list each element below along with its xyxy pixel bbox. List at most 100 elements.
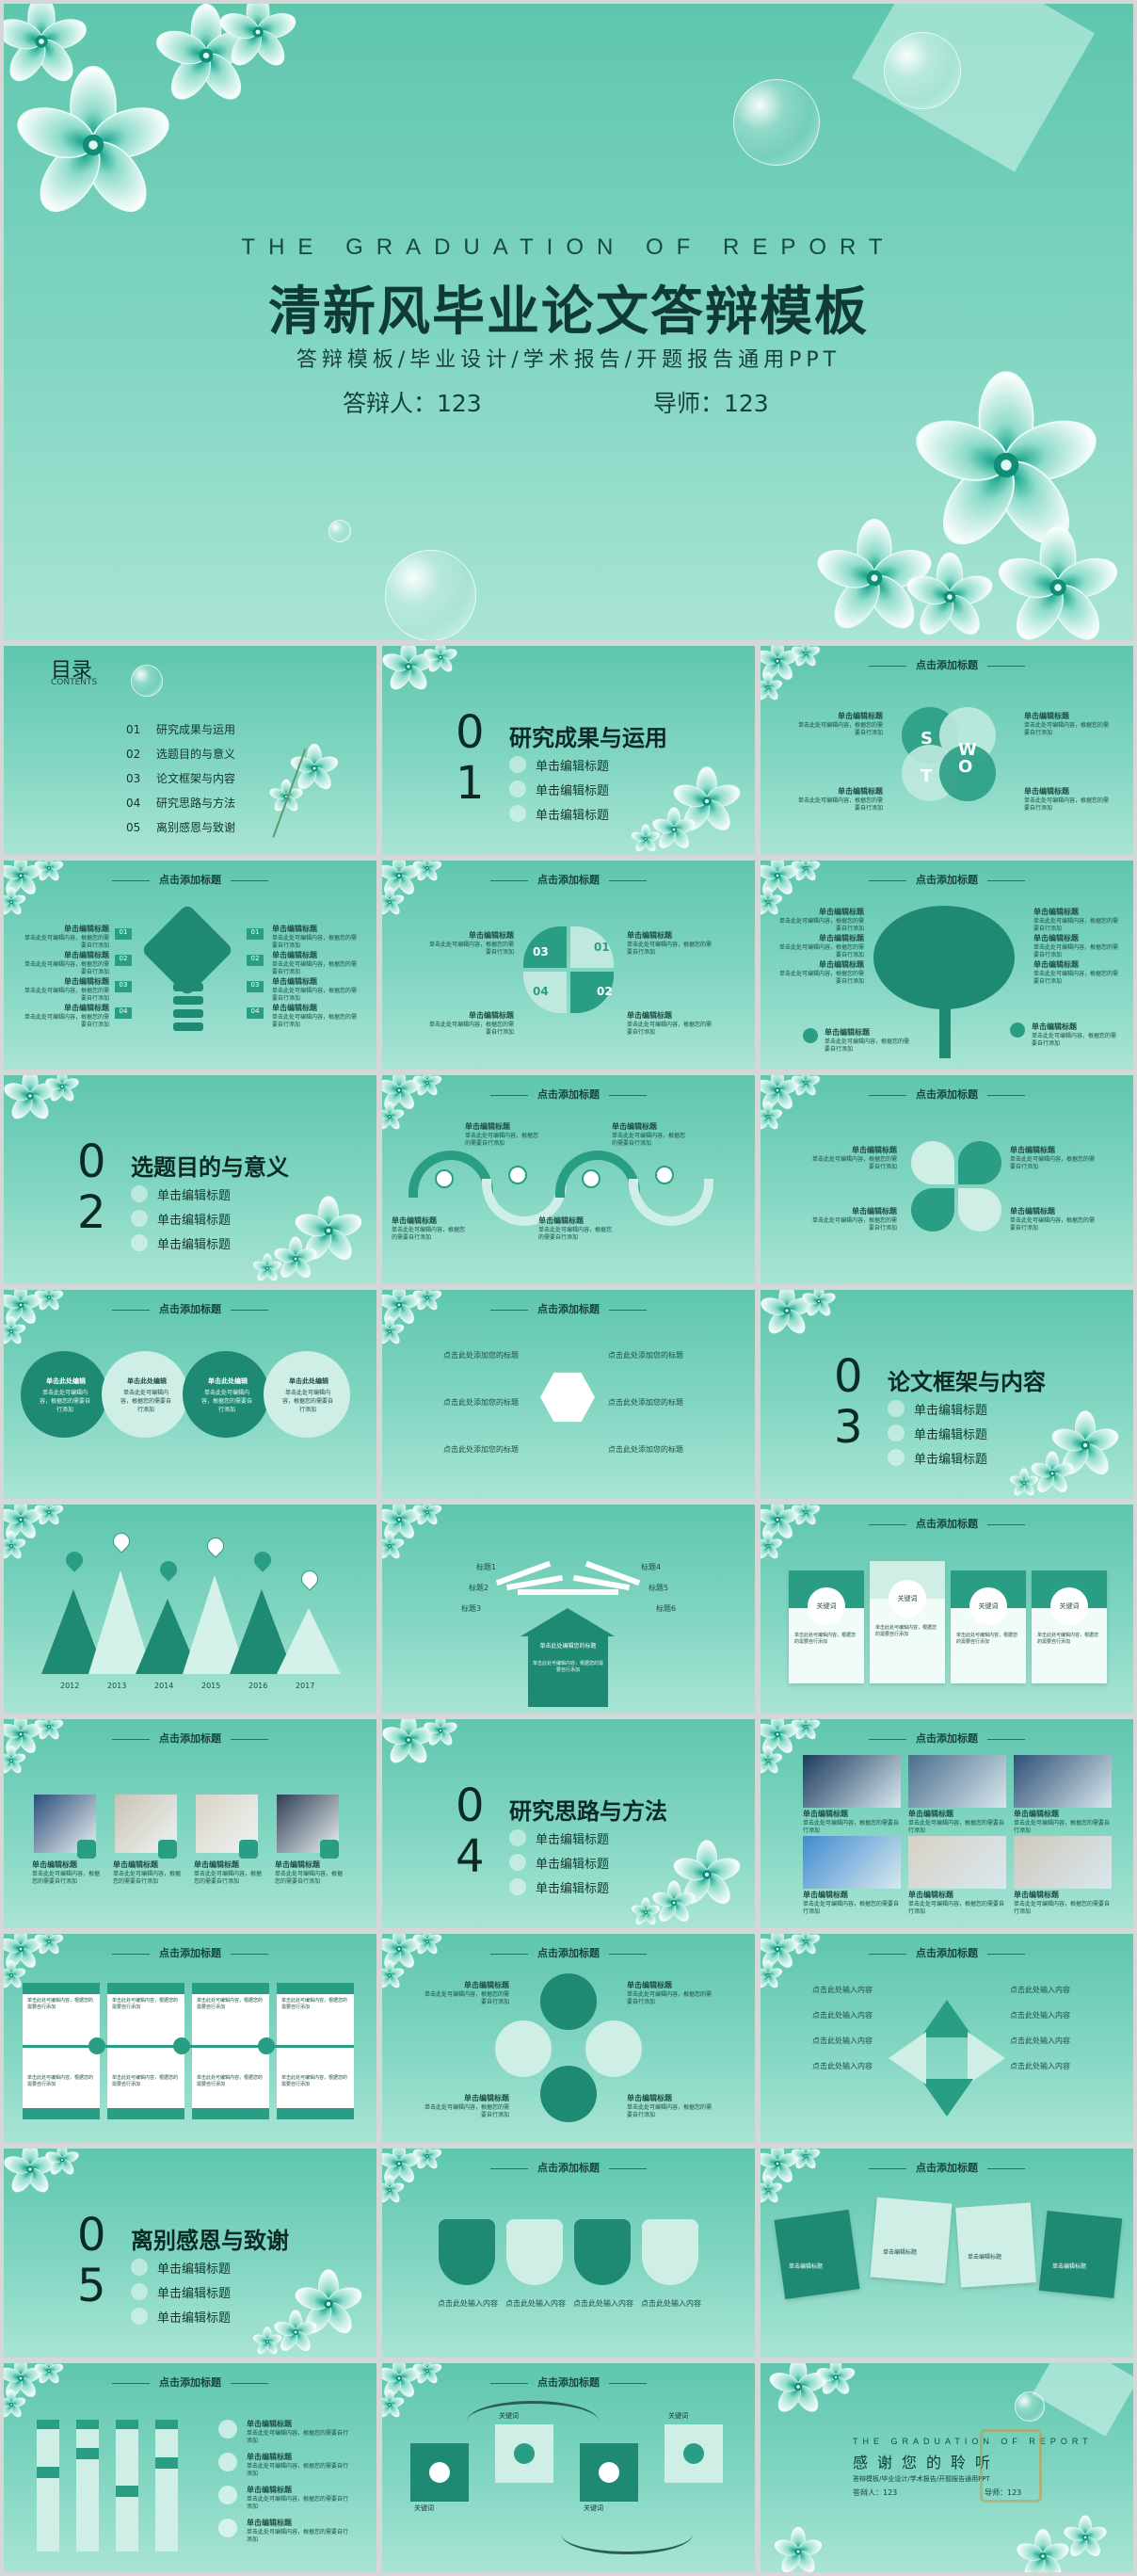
item-title: 单击编辑标题 bbox=[1033, 960, 1079, 969]
section-item: 单击编辑标题 bbox=[130, 2259, 231, 2277]
wave-arrow-segment bbox=[555, 1151, 640, 1198]
section-title: 选题目的与意义 bbox=[131, 1154, 289, 1181]
slide-thumbnail-sec4[interactable]: 0 5 离别感恩与致谢 单击编辑标题 单击编辑标题 单击编辑标题 bbox=[4, 2149, 376, 2358]
item-body-text: 单击此处可编辑内容，根据您的需要自行添加 bbox=[1024, 797, 1110, 812]
slide-thumbnail-tree[interactable]: 点击添加标题 单击编辑标题 单击此处可编辑内容，根据您的需要自行添加 单击编辑标题 单击… bbox=[761, 861, 1133, 1070]
item-body-text: 单击此处可编辑内容，根据您的需要自行添加 bbox=[275, 1871, 344, 1885]
toc-item[interactable]: 04 研究思路与方法 bbox=[126, 795, 235, 811]
bulb-base-icon bbox=[173, 996, 203, 1005]
slide-thumbnail-bulb[interactable]: 点击添加标题 01 01 单击编辑标题 单击此处可编辑内容，根据您的需要自行添加 单击编辑… bbox=[4, 861, 376, 1070]
item-body-text: 单击此处可编辑内容，根据您的需要自行添加 bbox=[627, 2104, 713, 2118]
note-title: 单击编辑标题 bbox=[968, 2254, 1002, 2261]
process-keyword: 关键词 bbox=[584, 2504, 603, 2512]
item-title: 单击编辑标题 bbox=[464, 2094, 509, 2102]
item-body-text: 单击此处可编辑内容，根据您的需要自行添加 bbox=[803, 1901, 900, 1915]
item-body-text: 单击此处可编辑内容，根据您的需要自行添加 bbox=[538, 1227, 613, 1241]
slide-thumbnail-pinwheel[interactable]: 点击添加标题 点击此处输入内容 点击此处输入内容 点击此处输入内容 点击此处输入内容 点击… bbox=[761, 1934, 1133, 2143]
item-title: 单击编辑标题 bbox=[194, 1860, 239, 1869]
slide-thumbnail-sec2[interactable]: 0 3 论文框架与内容 单击编辑标题 单击编辑标题 单击编辑标题 bbox=[761, 1290, 1133, 1499]
title-slide[interactable]: THE GRADUATION OF REPORT 清新风毕业论文答辩模板 答辩模… bbox=[4, 4, 1133, 640]
shield-label: 点击此处输入内容 bbox=[505, 2299, 566, 2308]
slide-thumbnail-table[interactable]: 点击添加标题 单击此处可编辑内容，根据您的需要自行添加 单击此处可编辑内容，根据您的… bbox=[4, 1934, 376, 2143]
keyword-label: 关键词 bbox=[1059, 1602, 1080, 1610]
bar-track bbox=[37, 2420, 59, 2552]
circle-title: 单击此处编辑 bbox=[46, 1377, 86, 1385]
flower-decoration-icon bbox=[4, 4, 299, 223]
slide-header-title: 点击添加标题 bbox=[761, 2160, 1133, 2175]
section-number: 0 bbox=[834, 1350, 863, 1403]
branch-label: 标题4 bbox=[641, 1563, 662, 1571]
keyword-body: 单击此处可编辑内容，根据您的需要自行添加 bbox=[1037, 1633, 1099, 1645]
slide-thumbnail-toc[interactable]: 目录 CONTENTS 01 研究成果与运用 02 选题目的与意义 03 论文框架与内容 04 研… bbox=[4, 646, 376, 855]
toc-item-label: 论文框架与内容 bbox=[156, 772, 236, 785]
pinwheel-label: 点击此处输入内容 bbox=[812, 1986, 873, 1994]
slide-header-title: 点击添加标题 bbox=[761, 872, 1133, 887]
toc-item[interactable]: 03 论文框架与内容 bbox=[126, 770, 235, 786]
slide-thumbnail-shields[interactable]: 点击添加标题 点击此处输入内容 点击此处输入内容 点击此处输入内容 点击此处输入内容 bbox=[382, 2149, 755, 2358]
section-item: 单击编辑标题 bbox=[508, 805, 609, 823]
content-circle bbox=[264, 1351, 350, 1438]
slide-thumbnail-process[interactable]: 点击添加标题 关键词 关键词 关键词 关键词 bbox=[382, 2363, 755, 2572]
slide-thumbnail-bars[interactable]: 点击添加标题 单击编辑标题 单击此处可编辑内容，根据您的需要自行添加 单击编辑标题 单击… bbox=[4, 2363, 376, 2572]
table-cell-text: 单击此处可编辑内容，根据您的需要自行添加 bbox=[281, 2075, 348, 2087]
item-title: 单击编辑标题 bbox=[465, 1122, 510, 1131]
toc-item-label: 选题目的与意义 bbox=[156, 748, 236, 761]
slide-thumbnail-mountains[interactable]: 2012 2013 2014 2015 2016 2017 bbox=[4, 1505, 376, 1714]
sticky-note bbox=[955, 2202, 1036, 2288]
slide-thumbnail-sec3[interactable]: 0 4 研究思路与方法 单击编辑标题 单击编辑标题 单击编辑标题 bbox=[382, 1719, 755, 1928]
hexagon-label: 点击此处添加您的标题 bbox=[443, 1398, 519, 1407]
item-title: 单击编辑标题 bbox=[538, 1216, 584, 1225]
slide-thumbnail-thanks[interactable]: THE GRADUATION OF REPORT 感谢您的聆听 答辩模板/毕业设计/… bbox=[761, 2363, 1133, 2572]
slide-thumbnail-circles4[interactable]: 点击添加标题 单击此处编辑 单击此处可编辑内容，根据您的需要自行添加 单击此处编辑 单击… bbox=[4, 1290, 376, 1499]
slide-thumbnail-swot[interactable]: 点击添加标题 S W T O 单击编辑标题 单击此处可编辑内容，根据您的需要自行添加 单击编辑… bbox=[761, 646, 1133, 855]
slide-thumbnail-arrows[interactable]: 点击添加标题 单击编辑标题 单击此处可编辑内容，根据您的需要自行添加 单击编辑标题 单击… bbox=[382, 1075, 755, 1284]
location-pin-icon bbox=[297, 1567, 322, 1591]
bulb-base-icon bbox=[173, 1022, 203, 1031]
slide-thumbnail-hexagon[interactable]: 点击添加标题 点击此处添加您的标题 点击此处添加您的标题 点击此处添加您的标题 点击此处… bbox=[382, 1290, 755, 1499]
hexagon-label: 点击此处添加您的标题 bbox=[608, 1445, 683, 1454]
bubble-icon bbox=[733, 79, 820, 166]
slide-thumbnail-sec0[interactable]: 0 1 研究成果与运用 单击编辑标题 单击编辑标题 单击编辑标题 bbox=[382, 646, 755, 855]
contact-icon bbox=[218, 2486, 237, 2504]
item-title: 单击编辑标题 bbox=[627, 931, 672, 940]
circle-title: 单击此处编辑 bbox=[289, 1377, 328, 1385]
slide-header-title: 点击添加标题 bbox=[761, 1945, 1133, 1960]
item-title: 单击编辑标题 bbox=[852, 1146, 897, 1154]
photo-thumbnail bbox=[908, 1836, 1006, 1889]
slide-thumbnail-sec1[interactable]: 0 2 选题目的与意义 单击编辑标题 单击编辑标题 单击编辑标题 bbox=[4, 1075, 376, 1284]
table-cell-text: 单击此处可编辑内容，根据您的需要自行添加 bbox=[27, 2075, 94, 2087]
table-column-header bbox=[277, 1983, 354, 1994]
toc-item[interactable]: 05 离别感恩与致谢 bbox=[126, 819, 235, 835]
slide-thumbnail-cards4[interactable]: 点击添加标题 关键词 单击此处可编辑内容，根据您的需要自行添加 关键词 单击此处可编辑内… bbox=[761, 1505, 1133, 1714]
branch-label: 标题2 bbox=[469, 1584, 489, 1592]
slide-thumbnail-arrowsUp[interactable]: 单击此处编辑您的标题 单击此处可编辑内容，根据您的需要自行添加 标题1 标题4 标题2 标… bbox=[382, 1505, 755, 1714]
keyword-body: 单击此处可编辑内容，根据您的需要自行添加 bbox=[956, 1633, 1018, 1645]
sticky-note bbox=[1038, 2211, 1123, 2298]
section-title: 研究思路与方法 bbox=[509, 1798, 667, 1825]
slide-thumbnail-photos6[interactable]: 点击添加标题 单击编辑标题 单击此处可编辑内容，根据您的需要自行添加 单击编辑标题 单击… bbox=[761, 1719, 1133, 1928]
slide-thumbnail-petalsCenter[interactable]: 点击添加标题 单击编辑标题 单击此处可编辑内容，根据您的需要自行添加 单击编辑标题 单击… bbox=[382, 1934, 755, 2143]
table-column bbox=[107, 1983, 184, 2119]
item-title: 单击编辑标题 bbox=[852, 1207, 897, 1216]
year-label: 2017 bbox=[296, 1682, 315, 1690]
slide-thumbnail-photos4[interactable]: 点击添加标题 单击编辑标题 单击此处可编辑内容，根据您的需要自行添加 单击编辑标题 单击… bbox=[4, 1719, 376, 1928]
hero-english-title: THE GRADUATION OF REPORT bbox=[241, 234, 896, 260]
number-badge: 01 bbox=[247, 928, 264, 940]
tree-crown-icon bbox=[873, 906, 1015, 1009]
slide-thumbnail-notes[interactable]: 点击添加标题 单击编辑标题 单击编辑标题 单击编辑标题 单击编辑标题 bbox=[761, 2149, 1133, 2358]
section-item: 单击编辑标题 bbox=[508, 1829, 609, 1847]
toc-item[interactable]: 02 选题目的与意义 bbox=[126, 746, 235, 762]
year-label: 2013 bbox=[107, 1682, 127, 1690]
bubble-icon bbox=[884, 32, 961, 109]
toc-item[interactable]: 01 研究成果与运用 bbox=[126, 721, 235, 737]
table-column-header bbox=[192, 1983, 269, 1994]
slide-thumbnail-petals4[interactable]: 点击添加标题 单击编辑标题 单击此处可编辑内容，根据您的需要自行添加 单击编辑标题 单击… bbox=[761, 1075, 1133, 1284]
shield-icon bbox=[439, 2219, 495, 2285]
item-title: 单击编辑标题 bbox=[247, 2519, 292, 2527]
process-arrow bbox=[467, 2401, 599, 2441]
tree-trunk-icon bbox=[939, 1002, 951, 1058]
branch-label: 标题5 bbox=[649, 1584, 669, 1592]
slide-thumbnail-cycle[interactable]: 点击添加标题 03 01 02 04 单击编辑标题 单击此处可编辑内容，根据您的需要自行添加… bbox=[382, 861, 755, 1070]
coins-icon bbox=[585, 2021, 642, 2077]
item-title: 单击编辑标题 bbox=[838, 787, 883, 796]
